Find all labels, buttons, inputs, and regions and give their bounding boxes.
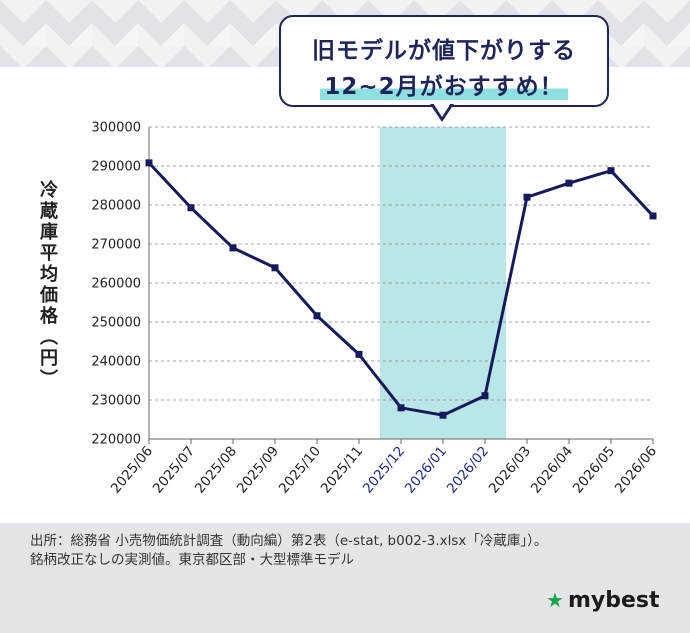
source-line-2: 銘柄改正なしの実測値。東京都区部・大型標準モデル xyxy=(30,552,354,568)
data-point xyxy=(187,204,195,212)
callout-tail-inner xyxy=(433,103,451,117)
source-note: 出所：総務省 小売物価統計調査（動向編）第2表（e-stat, b002-3.x… xyxy=(30,532,670,570)
x-tick-label: 2026/06 xyxy=(612,443,660,496)
y-tick-label: 290000 xyxy=(91,160,141,175)
x-tick-label: 2026/02 xyxy=(444,443,492,496)
callout-line-1: 旧モデルが値下がりする xyxy=(312,38,576,64)
y-tick-label: 300000 xyxy=(91,121,141,136)
x-tick-label: 2026/05 xyxy=(570,443,618,496)
source-panel xyxy=(0,523,690,633)
y-tick-label: 270000 xyxy=(91,238,141,253)
y-tick-label: 230000 xyxy=(91,394,141,409)
star-icon: ★ xyxy=(546,588,564,612)
data-point xyxy=(229,244,237,252)
source-line-1: 出所：総務省 小売物価統計調査（動向編）第2表（e-stat, b002-3.x… xyxy=(30,533,548,549)
data-point xyxy=(397,404,405,412)
callout-box: 旧モデルが値下がりする 12~2月がおすすめ！ xyxy=(279,15,609,107)
callout-highlight-text: 12~2月がおすすめ！ xyxy=(320,74,568,100)
data-point xyxy=(523,193,531,201)
y-tick-label: 250000 xyxy=(91,316,141,331)
x-tick-label: 2025/12 xyxy=(360,443,408,496)
mybest-logo[interactable]: ★ mybest xyxy=(546,588,659,614)
x-tick-label: 2025/09 xyxy=(234,443,282,496)
x-tick-label: 2025/11 xyxy=(318,443,366,496)
callout-line-2: 12~2月がおすすめ！ xyxy=(281,67,607,101)
data-point xyxy=(439,411,447,419)
y-tick-label: 220000 xyxy=(91,433,141,448)
data-point xyxy=(481,392,489,400)
data-point xyxy=(313,312,321,320)
data-point xyxy=(607,167,615,175)
chart-panel xyxy=(0,67,690,523)
x-tick-label: 2026/01 xyxy=(402,443,450,496)
logo-text: mybest xyxy=(567,588,660,613)
data-point xyxy=(145,159,153,167)
x-tick-label: 2025/06 xyxy=(108,443,156,496)
y-axis-label: 冷蔵庫平均価格（円） xyxy=(37,180,58,390)
data-point xyxy=(355,350,363,358)
y-tick-label: 240000 xyxy=(91,355,141,370)
data-point xyxy=(649,212,657,220)
y-tick-label: 260000 xyxy=(91,277,141,292)
data-point xyxy=(271,264,279,272)
x-tick-label: 2025/08 xyxy=(192,443,240,496)
x-tick-label: 2025/07 xyxy=(150,443,198,496)
x-tick-label: 2026/03 xyxy=(486,443,534,496)
data-point xyxy=(565,179,573,187)
y-tick-label: 280000 xyxy=(91,199,141,214)
x-tick-label: 2025/10 xyxy=(276,443,324,496)
x-tick-label: 2026/04 xyxy=(528,443,576,496)
